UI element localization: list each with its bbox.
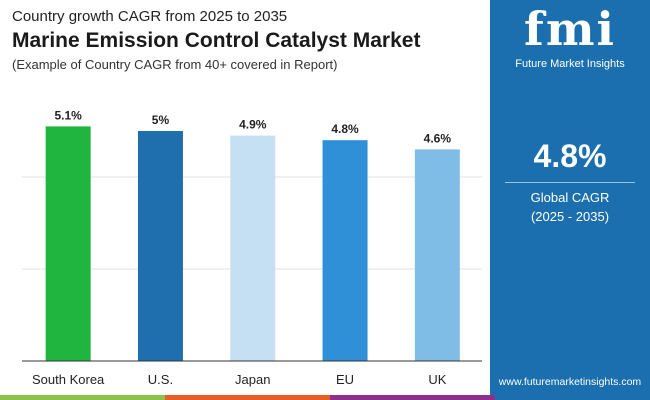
label-line2: (2025 - 2035) (530, 209, 610, 224)
bar-chart: 5.1% South Korea 5% U.S. 4.9% Japan 4.8% EU 4.6%… (22, 108, 482, 387)
divider (505, 182, 635, 183)
data-label: 4.8% (331, 122, 359, 136)
bar-japan (230, 135, 276, 361)
info-panel: fmi Future Market Insights 4.8% Global C… (490, 0, 650, 395)
global-cagr-value: 4.8% (533, 138, 607, 174)
data-label: 4.9% (239, 118, 267, 132)
strip-green (0, 395, 165, 400)
x-tick-label: U.S. (148, 372, 173, 387)
x-tick-label: South Korea (32, 372, 105, 387)
x-tick-label: EU (336, 372, 354, 387)
x-tick-label: Japan (235, 372, 270, 387)
data-label: 5.1% (54, 108, 82, 122)
data-label: 4.6% (424, 131, 452, 145)
label-line1: Global CAGR (530, 190, 610, 205)
chart-note: (Example of Country CAGR from 40+ covere… (12, 57, 338, 72)
strip-blue (495, 395, 650, 400)
logo-text: Future Market Insights (515, 58, 625, 70)
strip-orange (165, 395, 330, 400)
chart-title: Marine Emission Control Catalyst Market (12, 29, 421, 52)
strip-purple (330, 395, 495, 400)
bar-u-s- (137, 131, 183, 361)
x-tick-label: UK (428, 372, 446, 387)
website-link[interactable]: www.futuremarketinsights.com (498, 376, 642, 388)
data-label: 5% (152, 113, 170, 127)
bar-uk (414, 149, 460, 361)
global-cagr-label: Global CAGR (2025 - 2035) (490, 188, 650, 226)
chart-subtitle: Country growth CAGR from 2025 to 2035 (12, 8, 288, 25)
bar-eu (322, 140, 368, 361)
bar-south-korea (45, 126, 91, 362)
fmi-logo: fmi (524, 2, 616, 56)
